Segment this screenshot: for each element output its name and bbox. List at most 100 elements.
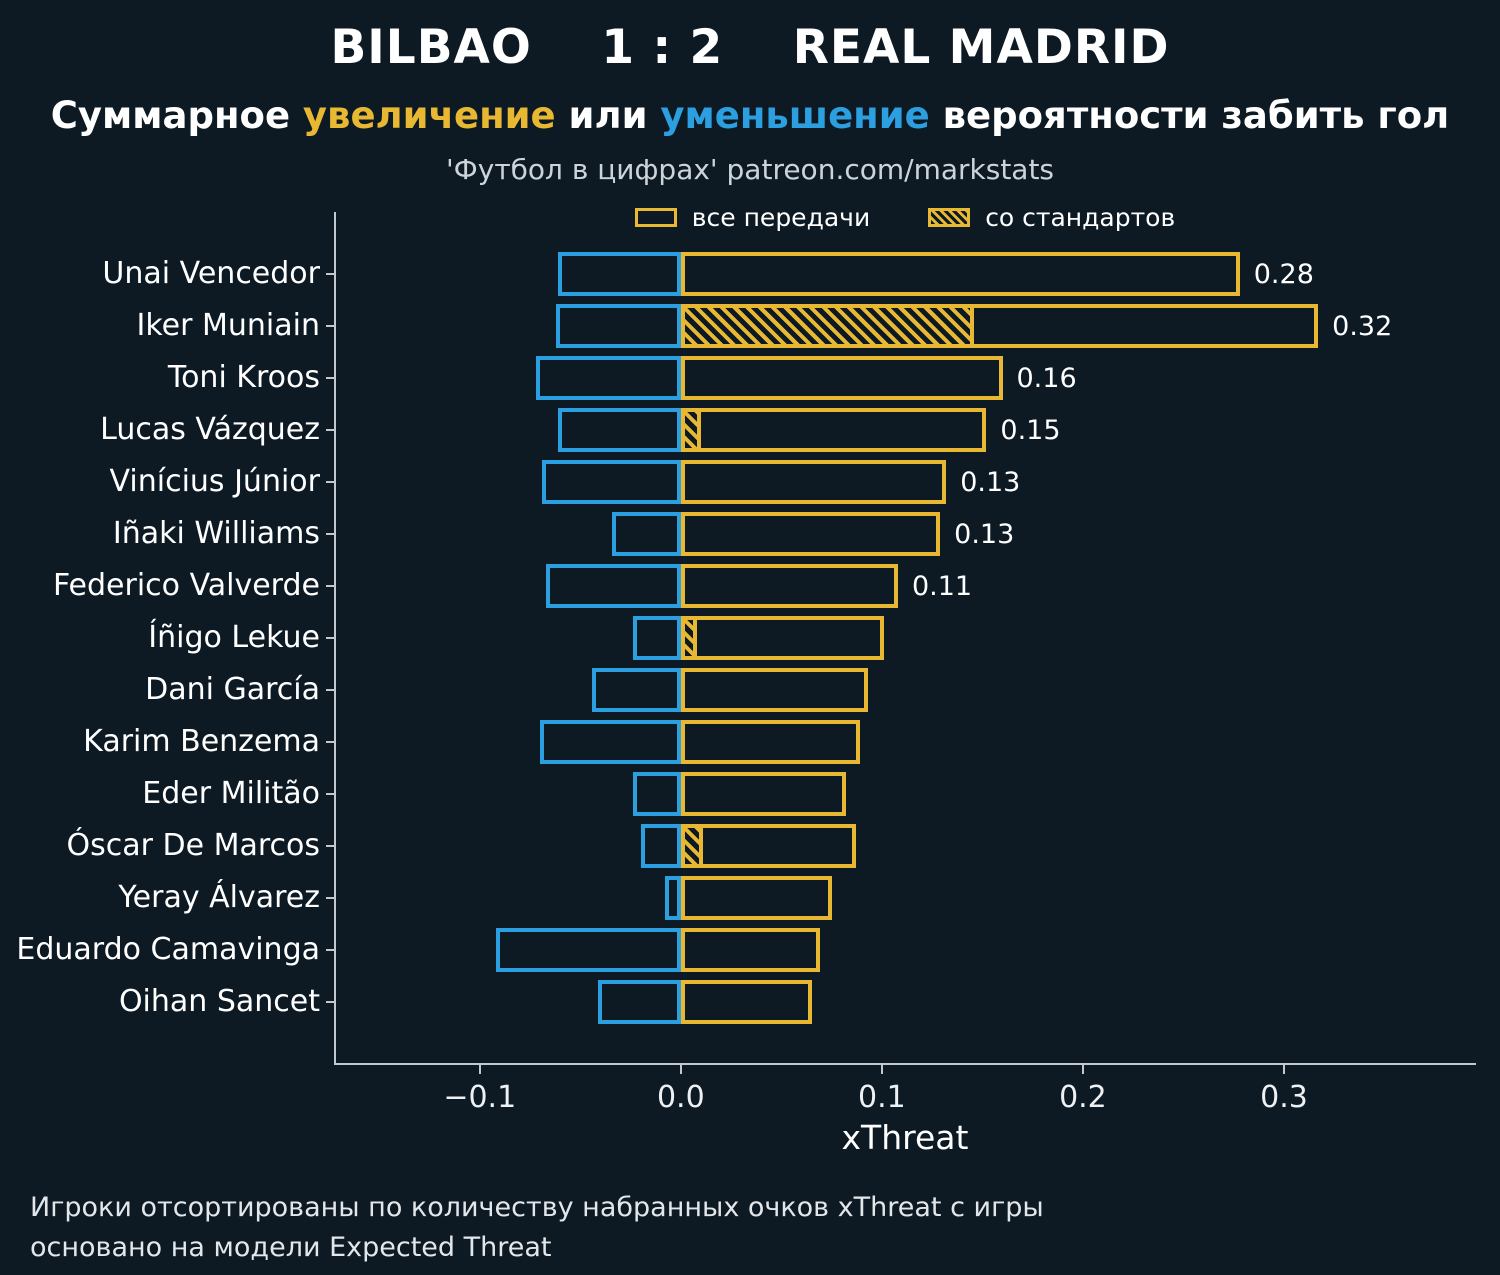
player-label: Oihan Sancet (118, 984, 320, 1019)
y-tick-mark (326, 585, 334, 587)
player-label: Eder Militão (142, 776, 320, 811)
y-tick-mark (326, 897, 334, 899)
subtitle-decrease-word: уменьшение (660, 94, 930, 137)
player-label: Iñaki Williams (112, 516, 320, 551)
y-tick-mark (326, 1001, 334, 1003)
y-tick-mark (326, 741, 334, 743)
y-axis-spine (334, 212, 336, 1064)
x-tick-mark (880, 1065, 883, 1074)
negative-bar (558, 252, 681, 296)
player-label: Toni Kroos (167, 360, 320, 395)
x-tick-mark (1081, 1065, 1084, 1074)
legend-all-passes-label: все передачи (691, 203, 871, 232)
chart-legend: все передачи со стандартов (335, 203, 1475, 232)
legend-set-pieces-label: со стандартов (985, 203, 1176, 232)
positive-bar (680, 824, 856, 868)
positive-bar (680, 252, 1240, 296)
positive-bar (680, 356, 1003, 400)
value-label: 0.11 (911, 571, 973, 602)
y-tick-mark (326, 429, 334, 431)
positive-bar (680, 616, 884, 660)
negative-bar (540, 720, 681, 764)
footnote-line-2: основано на модели Expected Threat (30, 1232, 552, 1263)
x-tick-label: 0.0 (656, 1080, 705, 1115)
x-tick-label: 0.1 (858, 1080, 906, 1115)
negative-bar (546, 564, 681, 608)
positive-bar (680, 876, 832, 920)
y-tick-mark (326, 689, 334, 691)
y-tick-mark (326, 481, 334, 483)
x-tick-label: 0.3 (1260, 1080, 1308, 1115)
x-tick-mark (1282, 1065, 1285, 1074)
value-label: 0.16 (1016, 363, 1077, 394)
player-label: Federico Valverde (52, 568, 320, 603)
player-label: Vinícius Júnior (109, 464, 320, 499)
footnote: Игроки отсортированы по количеству набра… (30, 1188, 1044, 1268)
source-line: 'Футбол в цифрах' patreon.com/markstats (445, 153, 1055, 186)
subtitle-mid: или (555, 94, 661, 137)
negative-bar (632, 616, 681, 660)
y-tick-mark (326, 949, 334, 951)
negative-bar (536, 356, 681, 400)
negative-bar (664, 876, 681, 920)
setpiece-bar (680, 616, 697, 660)
y-tick-mark (326, 325, 334, 327)
subtitle-post: вероятности забить гол (929, 94, 1450, 137)
setpiece-bar (680, 824, 703, 868)
y-tick-mark (326, 637, 334, 639)
legend-set-pieces-swatch (928, 208, 971, 227)
positive-bar (680, 772, 846, 816)
value-label: 0.15 (1000, 415, 1061, 446)
x-axis-title: xThreat (841, 1118, 969, 1157)
value-label: 0.32 (1332, 311, 1393, 342)
player-label: Yeray Álvarez (118, 880, 320, 915)
positive-bar (680, 408, 987, 452)
negative-bar (598, 980, 681, 1024)
y-tick-mark (326, 793, 334, 795)
legend-spacer (885, 217, 913, 218)
player-label: Lucas Vázquez (100, 412, 320, 447)
match-title: BILBAO 1 : 2 REAL MADRID (330, 20, 1170, 75)
subtitle-pre: Суммарное (50, 94, 303, 137)
value-label: 0.13 (954, 519, 1015, 550)
player-label: Dani García (145, 672, 320, 707)
value-label: 0.28 (1253, 259, 1314, 290)
negative-bar (612, 512, 681, 556)
positive-bar (680, 980, 812, 1024)
x-tick-label: −0.1 (443, 1080, 517, 1115)
y-tick-mark (326, 845, 334, 847)
setpiece-bar (680, 408, 701, 452)
player-label: Unai Vencedor (102, 256, 320, 291)
player-label: Eduardo Camavinga (16, 932, 320, 967)
player-label: Iker Muniain (136, 308, 320, 343)
footnote-line-1: Игроки отсортированы по количеству набра… (30, 1192, 1044, 1223)
positive-bar (680, 668, 868, 712)
y-tick-mark (326, 273, 334, 275)
positive-bar (680, 720, 860, 764)
player-label: Íñigo Lekue (148, 620, 320, 655)
positive-bar (680, 564, 898, 608)
positive-bar (680, 928, 820, 972)
x-tick-label: 0.2 (1059, 1080, 1107, 1115)
x-tick-mark (478, 1065, 481, 1074)
negative-bar (632, 772, 681, 816)
positive-bar (680, 460, 947, 504)
legend-all-passes-swatch (634, 208, 677, 227)
y-tick-mark (326, 533, 334, 535)
negative-bar (556, 304, 681, 348)
value-label: 0.13 (960, 467, 1021, 498)
player-label: Karim Benzema (83, 724, 320, 759)
subtitle-increase-word: увеличение (302, 94, 556, 137)
negative-bar (592, 668, 681, 712)
x-tick-mark (679, 1065, 682, 1074)
negative-bar (558, 408, 681, 452)
player-label: Óscar De Marcos (66, 828, 320, 863)
negative-bar (495, 928, 681, 972)
x-axis-spine (334, 1063, 1476, 1065)
negative-bar (640, 824, 681, 868)
negative-bar (542, 460, 681, 504)
chart-subtitle: Суммарное увеличение или уменьшение веро… (0, 94, 1500, 137)
positive-bar (680, 512, 941, 556)
setpiece-bar (680, 304, 975, 348)
